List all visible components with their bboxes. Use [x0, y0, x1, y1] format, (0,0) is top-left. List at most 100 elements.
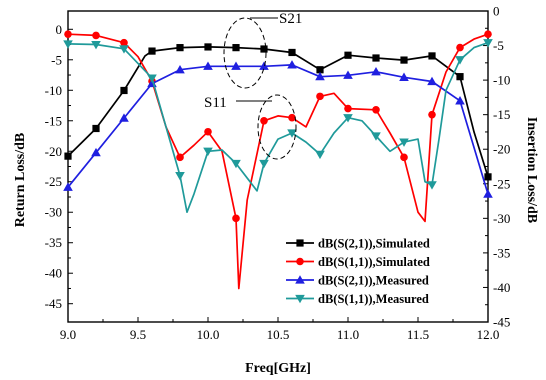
legend-marker [295, 275, 305, 284]
data-point [315, 150, 325, 160]
left-axis-ticks: 0 -5 -10 -15 -20 -25 -30 -35 -40 -45 [45, 22, 73, 311]
data-point [232, 44, 240, 52]
data-point [92, 124, 100, 133]
data-point [260, 116, 268, 125]
data-point [456, 73, 464, 81]
legend-marker [295, 294, 305, 304]
right-tick-label: -15 [493, 107, 510, 122]
data-point [175, 64, 185, 74]
data-point [288, 113, 296, 122]
data-point [456, 43, 464, 52]
right-tick-label: -45 [493, 315, 510, 330]
left-tick-label: -5 [51, 52, 62, 67]
data-point [176, 153, 184, 162]
left-tick-label: -20 [45, 144, 62, 159]
data-point [343, 114, 353, 123]
data-point [399, 138, 409, 147]
data-point [91, 147, 101, 157]
left-tick-label: -45 [45, 296, 62, 311]
x-tick-label: 9.0 [60, 327, 76, 342]
data-point [203, 61, 213, 70]
x-tick-label: 10.0 [197, 327, 220, 342]
right-y-axis-title: Insertion Loss/dB [524, 117, 539, 223]
series-line [67, 41, 489, 214]
data-point [316, 66, 324, 74]
legend-marker [296, 239, 304, 247]
data-point [147, 74, 157, 83]
x-tick-label: 10.5 [267, 327, 290, 342]
legend-label: dB(S(1,1)),Measured [318, 292, 429, 306]
data-point [119, 45, 129, 54]
data-point [120, 38, 128, 47]
right-tick-label: -10 [493, 73, 510, 88]
legend-marker [296, 257, 304, 266]
x-axis-title: Freq[GHz] [245, 361, 311, 376]
annotation-s21: S21 [279, 11, 302, 27]
right-tick-label: -25 [493, 176, 510, 191]
data-point [64, 152, 72, 160]
left-y-axis-title: Return Loss/dB [13, 133, 28, 228]
legend-item: dB(S(1,1)),Measured [286, 292, 429, 306]
data-point [91, 40, 101, 50]
data-point [400, 56, 408, 64]
data-point [232, 214, 240, 223]
data-point [175, 172, 185, 181]
left-tick-label: -25 [45, 174, 62, 189]
data-point [63, 182, 73, 191]
left-tick-label: -40 [45, 266, 62, 281]
series-3 [63, 60, 493, 198]
data-point [176, 44, 184, 52]
data-point [92, 31, 100, 40]
data-point [63, 40, 73, 49]
data-point [120, 86, 128, 95]
data-point [259, 159, 269, 169]
data-point [343, 70, 353, 79]
data-point [260, 45, 268, 53]
data-point [344, 51, 352, 59]
legend: dB(S(2,1)),Simulated dB(S(1,1)),Simulated… [286, 237, 430, 306]
left-tick-label: 0 [56, 22, 63, 37]
data-point [427, 76, 437, 86]
right-tick-label: -40 [493, 280, 510, 295]
data-point [231, 159, 241, 169]
data-point [204, 43, 212, 51]
data-point [372, 54, 380, 62]
left-tick-label: -35 [45, 235, 62, 250]
data-point [400, 153, 408, 162]
right-tick-label: -20 [493, 142, 510, 157]
legend-item: dB(S(1,1)),Simulated [286, 255, 430, 269]
left-tick-label: -10 [45, 83, 62, 98]
dashed-ellipse-s21 [223, 17, 267, 89]
data-point [288, 48, 296, 57]
legend-item: dB(S(2,1)),Measured [286, 274, 429, 288]
data-point [484, 173, 492, 181]
data-point [287, 60, 297, 69]
data-point [399, 72, 409, 81]
legend-item: dB(S(2,1)),Simulated [286, 237, 430, 251]
data-point [315, 71, 325, 81]
data-point [287, 129, 297, 138]
dashed-ellipse-s11 [257, 94, 297, 160]
right-tick-label: -35 [493, 245, 510, 260]
annotation-s11: S11 [204, 95, 227, 111]
data-point [455, 56, 465, 65]
legend-label: dB(S(2,1)),Measured [318, 274, 429, 288]
left-tick-label: -15 [45, 113, 62, 128]
right-axis-ticks: 0 -5 -10 -15 -20 -25 -30 -35 -40 -45 [483, 4, 510, 330]
series-4 [63, 39, 493, 214]
data-point [64, 30, 72, 38]
data-point [427, 181, 437, 190]
data-point [371, 132, 381, 141]
x-tick-label: 11.5 [407, 327, 429, 342]
x-tick-label: 11.0 [337, 327, 359, 342]
x-axis-ticks: 9.0 9.5 10.0 10.5 11.0 11.5 12.0 [60, 317, 499, 342]
right-tick-label: 0 [493, 4, 500, 19]
data-point [428, 52, 436, 60]
data-point [484, 30, 492, 38]
data-point [148, 47, 156, 55]
data-point [428, 110, 436, 119]
legend-label: dB(S(1,1)),Simulated [318, 255, 430, 269]
right-tick-label: -5 [493, 38, 504, 53]
annotation-layer: S21 S11 [204, 11, 302, 160]
